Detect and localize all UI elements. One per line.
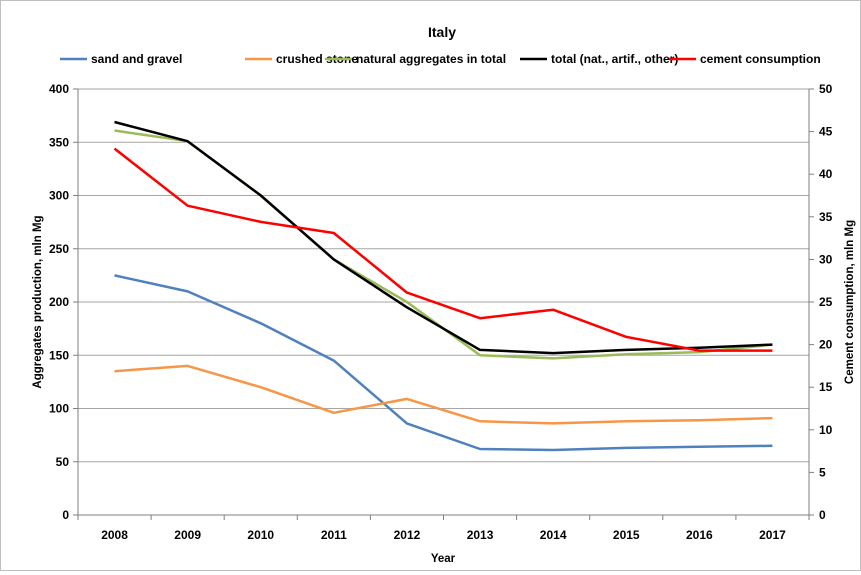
x-tick-label: 2010 <box>247 528 274 542</box>
series-line-2 <box>114 129 773 360</box>
series-line-0 <box>114 274 773 452</box>
y2-tick-label: 15 <box>819 380 833 394</box>
y2-axis-title: Cement consumption, mln Mg <box>844 220 856 384</box>
x-tick-label: 2015 <box>613 528 640 542</box>
y-tick-label: 150 <box>49 348 69 362</box>
chart-title: Italy <box>428 24 456 40</box>
tick-labels: 0 50 100 150 200 250 300 350 400 0 5 10 15 20 25 30 35 40… <box>49 82 833 542</box>
legend-label: natural aggregates in total <box>356 52 506 66</box>
x-tick-label: 2014 <box>540 528 567 542</box>
y2-tick-label: 45 <box>819 125 833 139</box>
x-tick-label: 2009 <box>174 528 201 542</box>
y-tick-label: 350 <box>49 135 69 149</box>
y2-tick-label: 30 <box>819 252 833 266</box>
legend-label: cement consumption <box>700 52 821 66</box>
y2-tick-label: 10 <box>819 423 833 437</box>
legend-label: total (nat., artif., other) <box>551 52 678 66</box>
series-line-4 <box>113 147 773 352</box>
y-tick-label: 0 <box>62 508 69 522</box>
gridlines <box>78 88 809 463</box>
y-tick-label: 250 <box>49 242 69 256</box>
y2-tick-label: 0 <box>819 508 826 522</box>
x-tick-label: 2017 <box>759 528 786 542</box>
y2-tick-label: 20 <box>819 338 833 352</box>
y-tick-label: 100 <box>49 402 69 416</box>
y-tick-label: 400 <box>49 82 69 96</box>
axes <box>73 88 814 520</box>
x-tick-label: 2016 <box>686 528 713 542</box>
x-tick-label: 2013 <box>467 528 494 542</box>
y2-tick-label: 5 <box>819 465 826 479</box>
y2-tick-label: 25 <box>819 295 833 309</box>
series-line-1 <box>114 364 773 425</box>
y2-tick-label: 40 <box>819 167 833 181</box>
legend-label: sand and gravel <box>91 52 182 66</box>
y-axis-title: Aggregates production, mln Mg <box>32 215 44 388</box>
series-lines <box>113 120 773 452</box>
legend-label: crushed stone <box>276 52 358 66</box>
y-tick-label: 200 <box>49 295 69 309</box>
series-line-3 <box>114 120 773 355</box>
x-tick-label: 2012 <box>394 528 421 542</box>
y-tick-label: 300 <box>49 189 69 203</box>
x-tick-label: 2011 <box>321 528 347 542</box>
y2-tick-label: 35 <box>819 210 833 224</box>
y2-tick-label: 50 <box>819 82 833 96</box>
x-tick-label: 2008 <box>101 528 128 542</box>
y-tick-label: 50 <box>56 455 70 469</box>
x-axis-title: Year <box>431 553 456 565</box>
